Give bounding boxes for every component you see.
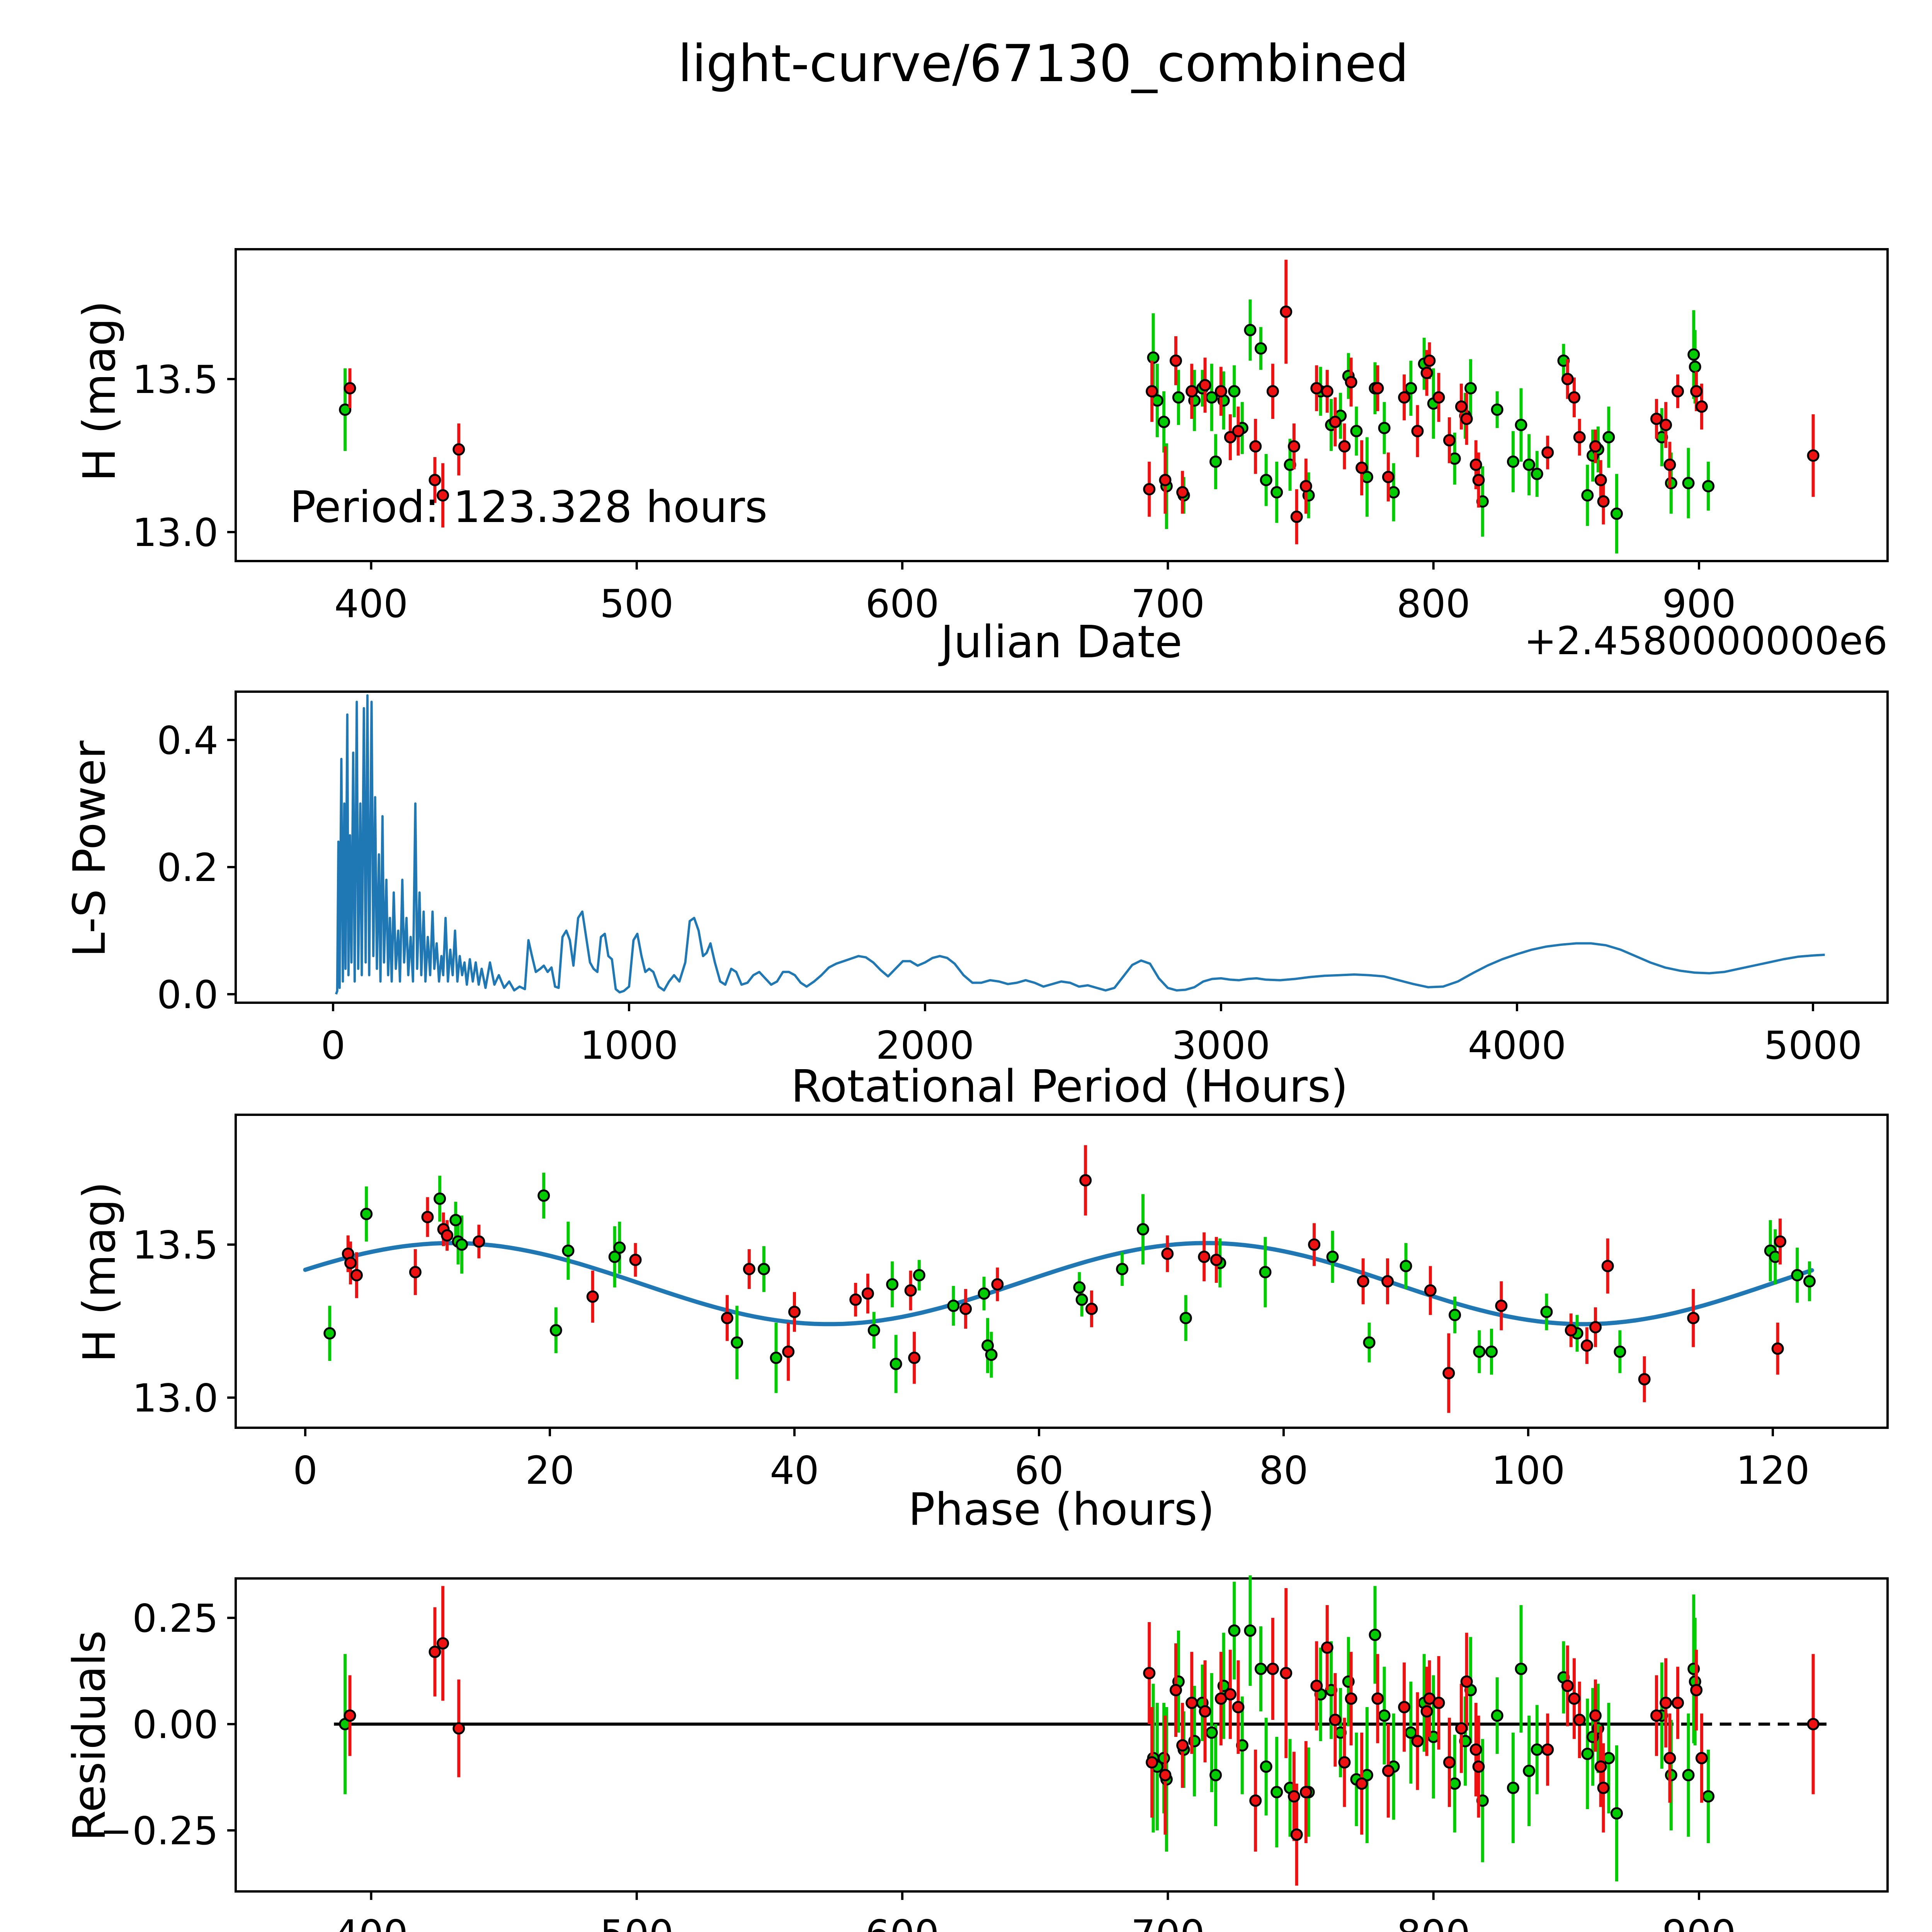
svg-text:0: 0 [293,1448,318,1493]
svg-text:3000: 3000 [1172,1023,1270,1068]
sinusoid-fit-curve [303,1241,1814,1327]
svg-text:400: 400 [334,581,408,626]
svg-text:−0.25: −0.25 [100,1808,218,1854]
svg-text:700: 700 [1131,581,1205,626]
svg-text:800: 800 [1396,581,1470,626]
svg-text:600: 600 [866,581,939,626]
series-points [342,1174,1786,1386]
panel-phase-folded: 0 20 40 60 80 100 120 13.0 13.5 [132,1114,1889,1493]
svg-text:40: 40 [770,1448,819,1493]
periodogram-curve [335,694,1825,995]
svg-text:800: 800 [1396,1912,1470,1932]
p2-axes: 0 1000 2000 3000 4000 5000 0.0 0.2 0.4 [157,690,1889,1068]
figure-title: light-curve/67130_combined [678,34,1409,94]
p1-axis-offset: +2.4580000000e6 [1524,618,1888,663]
p1-axes: 400 500 600 700 800 900 13.0 13.5 [132,248,1889,626]
p4-ylabel: Residuals [64,1630,116,1841]
svg-text:2000: 2000 [876,1023,975,1068]
svg-text:1000: 1000 [580,1023,679,1068]
p1-ylabel: H (mag) [74,300,126,482]
svg-text:120: 120 [1736,1448,1810,1493]
series-bars [346,1145,1782,1413]
svg-text:600: 600 [866,1912,939,1932]
svg-text:500: 500 [600,1912,673,1932]
svg-text:400: 400 [334,1912,408,1932]
svg-text:0.0: 0.0 [157,972,218,1017]
p2-ylabel: L-S Power [64,740,116,957]
p3-axes: 0 20 40 60 80 100 120 13.0 13.5 [132,1114,1889,1493]
svg-text:13.0: 13.0 [132,1376,218,1421]
svg-text:900: 900 [1662,581,1736,626]
series-bars [344,1575,1710,1881]
svg-text:900: 900 [1662,1912,1736,1932]
svg-text:60: 60 [1014,1448,1063,1493]
svg-text:13.5: 13.5 [132,357,218,402]
series-points [323,1189,1816,1370]
series-points [339,1624,1715,1820]
p1-xlabel: Julian Date [940,616,1182,668]
series-points [344,1637,1820,1841]
svg-text:80: 80 [1259,1448,1308,1493]
period-annotation: Period: 123.328 hours [290,482,768,532]
p3-ylabel: H (mag) [74,1181,126,1363]
panel-light-curve: 400 500 600 700 800 900 13.0 13.5 [132,248,1889,626]
svg-text:13.0: 13.0 [132,510,218,555]
p4-axes: 400 500 600 700 800 900 0.25 0.00 −0.25 [100,1577,1889,1932]
svg-text:4000: 4000 [1468,1023,1566,1068]
panel-periodogram: 0 1000 2000 3000 4000 5000 0.0 0.2 0.4 [157,690,1889,1068]
p2-xlabel: Rotational Period (Hours) [791,1061,1348,1112]
svg-text:0.25: 0.25 [132,1596,218,1641]
p3-xlabel: Phase (hours) [908,1484,1215,1536]
svg-text:100: 100 [1492,1448,1565,1493]
svg-text:5000: 5000 [1764,1023,1862,1068]
svg-text:0: 0 [321,1023,345,1068]
svg-text:0.00: 0.00 [132,1702,218,1747]
svg-text:20: 20 [525,1448,574,1493]
svg-text:0.4: 0.4 [157,718,218,763]
svg-text:0.2: 0.2 [157,845,218,890]
svg-text:13.5: 13.5 [132,1223,218,1268]
series-points [344,305,1820,523]
svg-text:500: 500 [600,581,673,626]
panel-residuals: 400 500 600 700 800 900 0.25 0.00 −0.25 [100,1575,1889,1932]
svg-text:700: 700 [1131,1912,1205,1932]
